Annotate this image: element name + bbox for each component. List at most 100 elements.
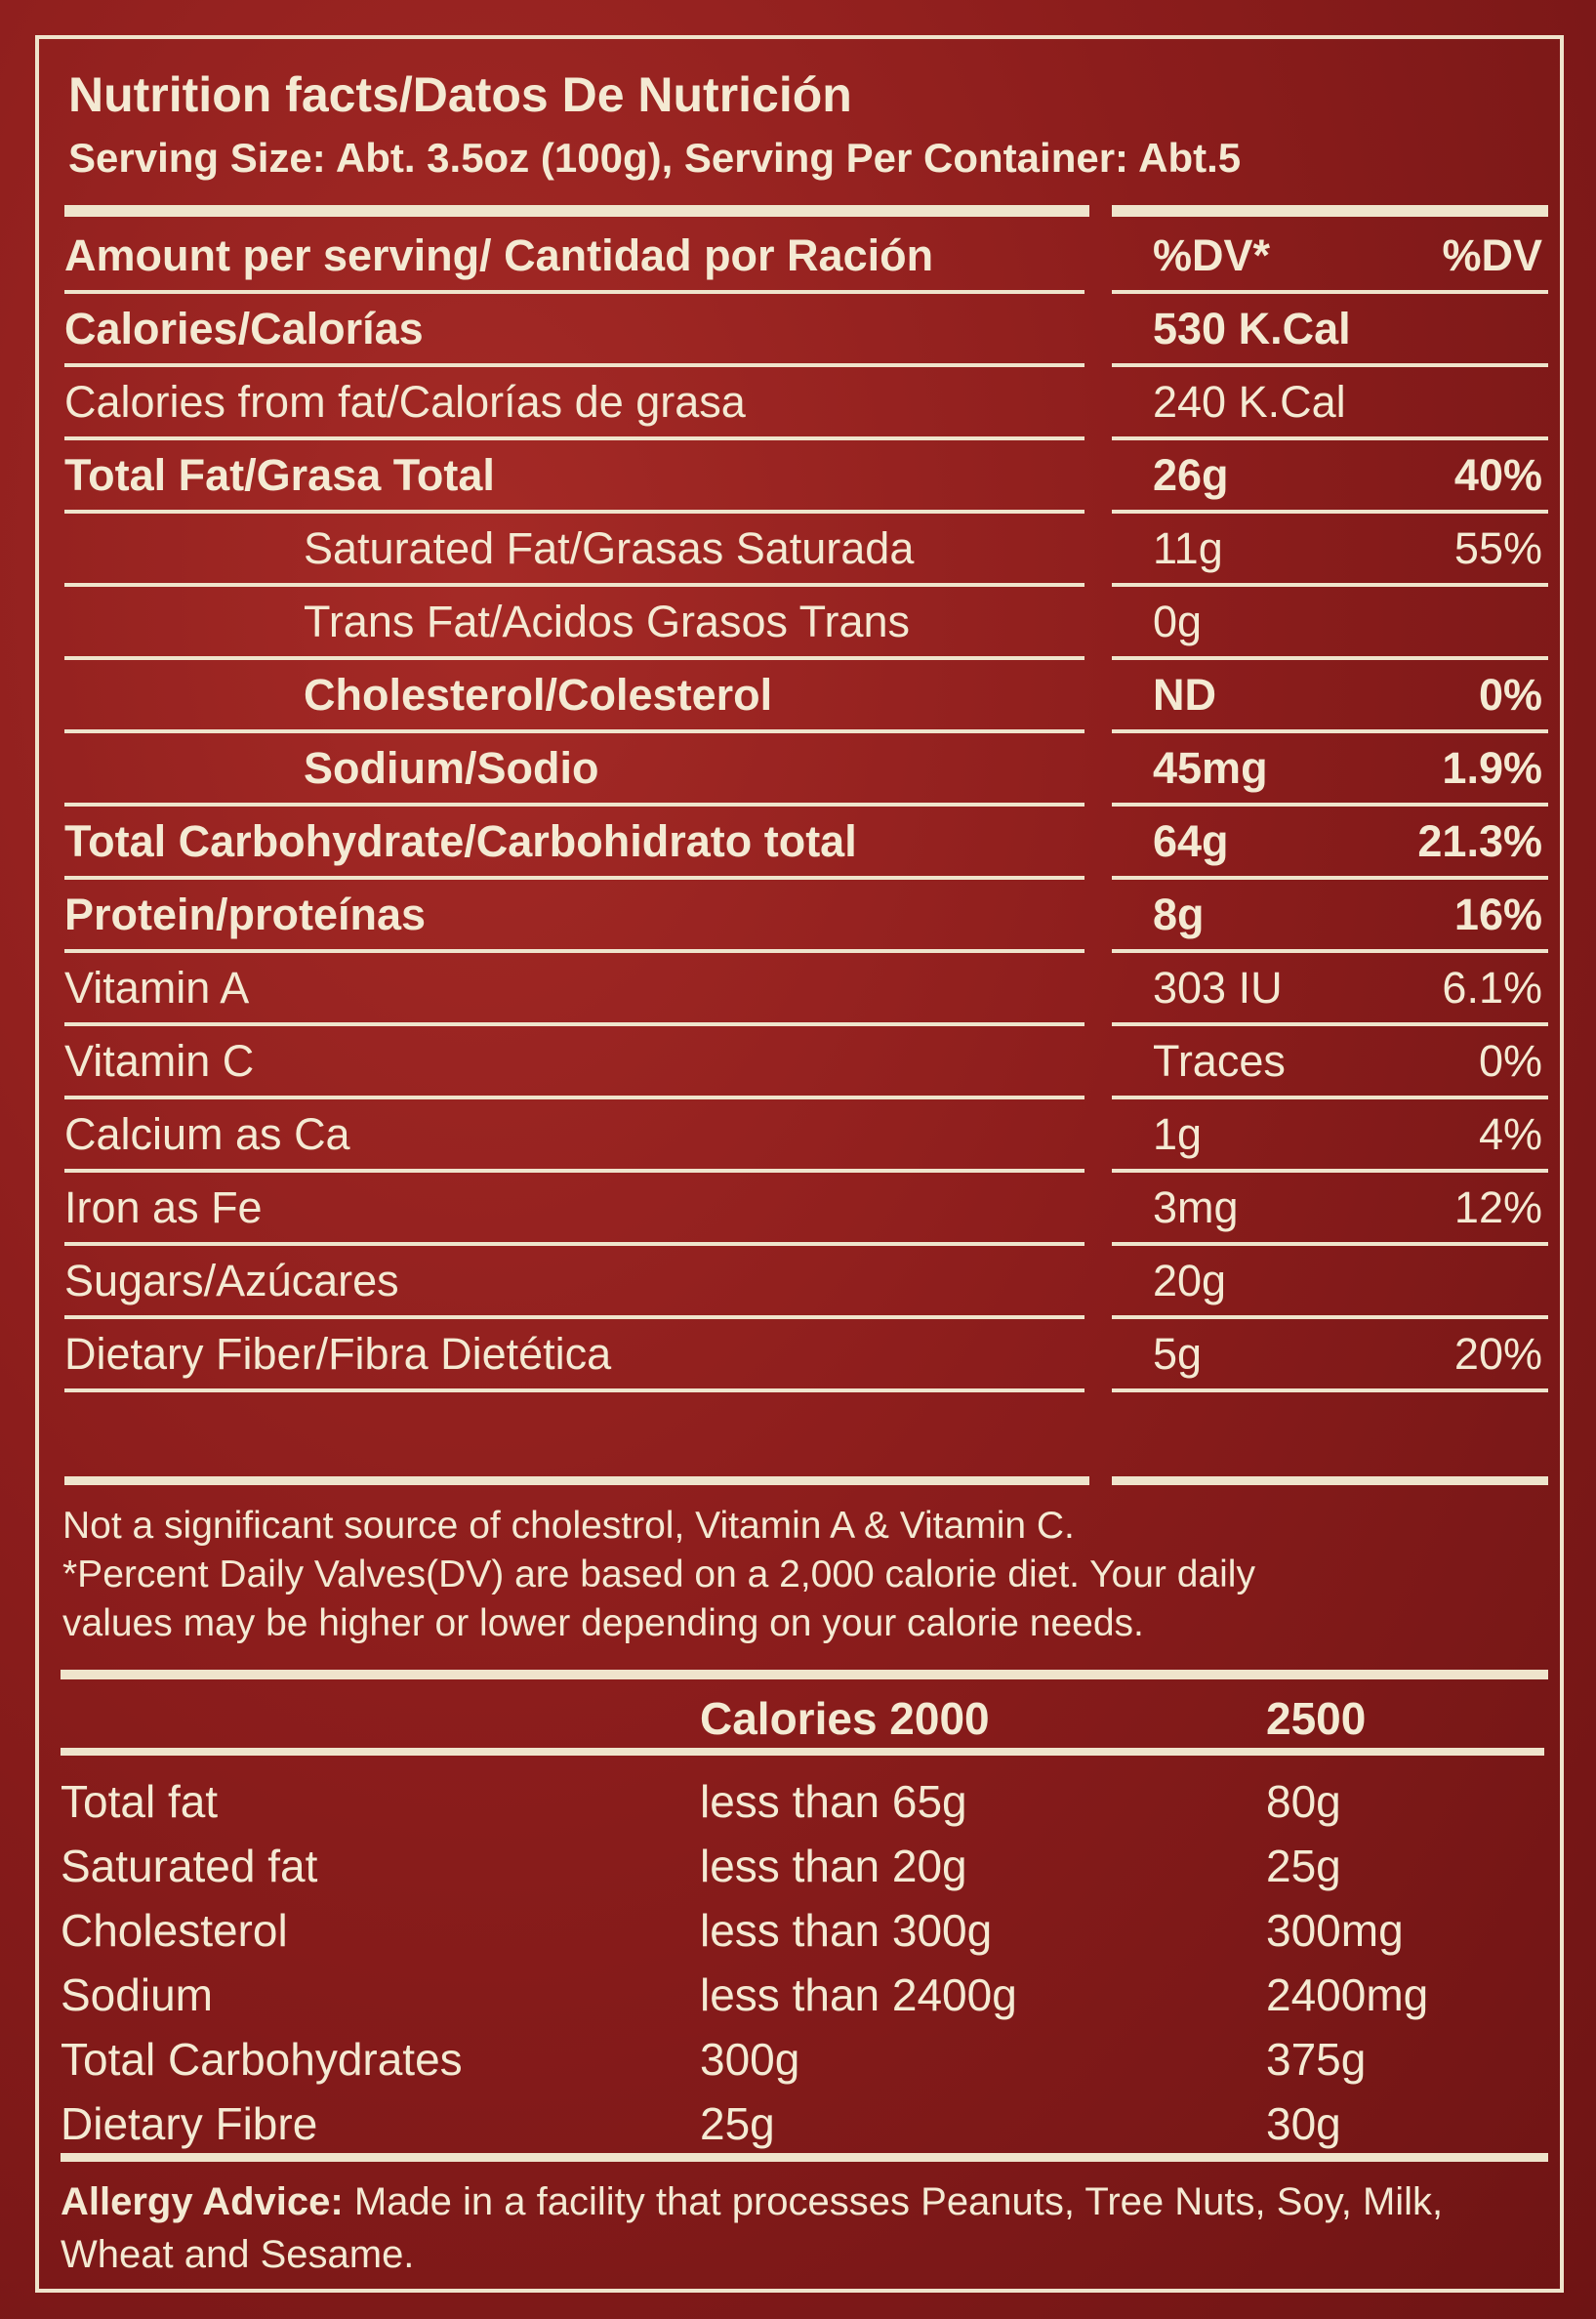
nutrient-values: 530 K.Cal	[1112, 294, 1548, 367]
divider	[61, 1670, 1548, 1679]
nutrient-row: Saturated Fat/Grasas Saturada 11g 55%	[64, 514, 1548, 587]
nutrient-row: Cholesterol/Colesterol ND 0%	[64, 660, 1548, 733]
daily-cell: 300g	[700, 2034, 800, 2085]
nutrient-name: Cholesterol/Colesterol	[64, 660, 1084, 733]
nutrient-amount: 20g	[1153, 1255, 1227, 1305]
daily-header: Calories 2000 2500	[61, 1689, 1544, 1756]
nutrient-amount: 530 K.Cal	[1153, 303, 1351, 353]
daily-cell: 2400mg	[1266, 1969, 1429, 2020]
nutrient-values: 3mg 12%	[1112, 1173, 1548, 1246]
daily-cell: 80g	[1266, 1776, 1341, 1827]
nutrient-amount: 0g	[1153, 596, 1203, 646]
nutrient-amount: 45mg	[1153, 742, 1268, 793]
nutrient-name: Total Carbohydrate/Carbohidrato total	[64, 807, 1084, 880]
footnote-line: values may be higher or lower depending …	[62, 1602, 1144, 1644]
daily-cell: Dietary Fibre	[61, 2098, 318, 2149]
nutrient-dv: 16%	[1453, 889, 1542, 939]
table-header: Amount per serving/ Cantidad por Ración%…	[64, 221, 1548, 294]
daily-cell: 25g	[700, 2098, 775, 2149]
label-border	[35, 35, 1564, 2293]
header-cell: %DV*	[1153, 229, 1271, 280]
nutrient-name: Sodium/Sodio	[64, 733, 1084, 807]
nutrient-amount: 1g	[1153, 1108, 1203, 1159]
daily-cell: less than 20g	[700, 1841, 967, 1891]
nutrient-values: 11g 55%	[1112, 514, 1548, 587]
daily-cell: Total Carbohydrates	[61, 2034, 463, 2085]
nutrient-dv: 0%	[1478, 669, 1542, 720]
nutrient-name: Protein/proteínas	[64, 880, 1084, 953]
daily-cell: Saturated fat	[61, 1841, 318, 1891]
divider	[1112, 205, 1548, 217]
daily-cell: 375g	[1266, 2034, 1367, 2085]
divider	[1112, 1476, 1548, 1485]
daily-cell: less than 300g	[700, 1905, 993, 1956]
nutrient-row: Vitamin A 303 IU 6.1%	[64, 953, 1548, 1026]
nutrient-amount: 3mg	[1153, 1181, 1239, 1232]
daily-row: Sodium less than 2400g 2400mg	[61, 1963, 1544, 2027]
nutrient-amount: ND	[1153, 669, 1216, 720]
nutrient-name: Calcium as Ca	[64, 1099, 1084, 1173]
daily-row: Cholesterol less than 300g 300mg	[61, 1898, 1544, 1963]
nutrient-values: 5g 20%	[1112, 1319, 1548, 1392]
label-title: Nutrition facts/Datos De Nutrición	[68, 67, 852, 122]
daily-cell: 25g	[1266, 1841, 1341, 1891]
daily-values-table: Calories 2000 2500 Total fat less than 65g 8…	[61, 1689, 1544, 2156]
nutrient-row: Calcium as Ca 1g 4%	[64, 1099, 1548, 1173]
header-cell: %DV* %DV	[1112, 221, 1548, 294]
divider	[64, 205, 1089, 217]
daily-row: Dietary Fibre 25g 30g	[61, 2091, 1544, 2156]
nutrient-name: Iron as Fe	[64, 1173, 1084, 1246]
allergy-label: Allergy Advice:	[61, 2180, 344, 2223]
nutrient-values: 8g 16%	[1112, 880, 1548, 953]
daily-cell: less than 2400g	[700, 1969, 1017, 2020]
nutrient-name: Vitamin A	[64, 953, 1084, 1026]
divider	[61, 2153, 1548, 2162]
daily-header-cell: 2500	[1266, 1693, 1367, 1744]
nutrient-dv: 55%	[1453, 522, 1542, 573]
nutrient-amount: 5g	[1153, 1328, 1203, 1379]
daily-cell: Sodium	[61, 1969, 213, 2020]
nutrient-values: 20g	[1112, 1246, 1548, 1319]
nutrient-dv: 20%	[1453, 1328, 1542, 1379]
nutrient-row: Sodium/Sodio 45mg 1.9%	[64, 733, 1548, 807]
nutrition-table: Amount per serving/ Cantidad por Ración%…	[64, 221, 1548, 1392]
nutrient-name: Saturated Fat/Grasas Saturada	[64, 514, 1084, 587]
nutrient-name: Vitamin C	[64, 1026, 1084, 1099]
daily-row: Total Carbohydrates 300g 375g	[61, 2027, 1544, 2091]
nutrient-row: Trans Fat/Acidos Grasos Trans 0g	[64, 587, 1548, 660]
nutrient-name: Calories from fat/Calorías de grasa	[64, 367, 1084, 440]
nutrient-values: Traces 0%	[1112, 1026, 1548, 1099]
header-cell: %DV	[1442, 229, 1542, 280]
nutrient-values: 240 K.Cal	[1112, 367, 1548, 440]
serving-info: Serving Size: Abt. 3.5oz (100g), Serving…	[68, 135, 1242, 181]
nutrient-row: Total Carbohydrate/Carbohidrato total 64g…	[64, 807, 1548, 880]
nutrient-values: ND 0%	[1112, 660, 1548, 733]
daily-cell: 300mg	[1266, 1905, 1404, 1956]
daily-cell: Total fat	[61, 1776, 219, 1827]
divider	[64, 1476, 1089, 1485]
nutrient-row: Protein/proteínas 8g 16%	[64, 880, 1548, 953]
nutrient-row: Calories/Calorías 530 K.Cal	[64, 294, 1548, 367]
allergy-text: Made in a facility that processes Peanut…	[61, 2180, 1444, 2276]
nutrient-dv: 6.1%	[1442, 962, 1542, 1013]
nutrient-dv: 21.3%	[1417, 815, 1542, 866]
daily-cell: 30g	[1266, 2098, 1341, 2149]
nutrient-values: 303 IU 6.1%	[1112, 953, 1548, 1026]
nutrient-name: Sugars/Azúcares	[64, 1246, 1084, 1319]
nutrient-values: 0g	[1112, 587, 1548, 660]
nutrient-amount: Traces	[1153, 1035, 1286, 1086]
daily-row: Total fat less than 65g 80g	[61, 1769, 1544, 1834]
nutrient-row: Calories from fat/Calorías de grasa 240 K…	[64, 367, 1548, 440]
nutrient-values: 64g 21.3%	[1112, 807, 1548, 880]
daily-header-cell: Calories 2000	[700, 1693, 990, 1744]
nutrient-amount: 240 K.Cal	[1153, 376, 1346, 427]
nutrient-dv: 40%	[1453, 449, 1542, 500]
daily-cell: less than 65g	[700, 1776, 967, 1827]
daily-cell: Cholesterol	[61, 1905, 288, 1956]
nutrient-amount: 64g	[1153, 815, 1229, 866]
nutrient-name: Calories/Calorías	[64, 294, 1084, 367]
nutrient-amount: 26g	[1153, 449, 1229, 500]
nutrient-values: 45mg 1.9%	[1112, 733, 1548, 807]
allergy-advice: Allergy Advice: Made in a facility that …	[61, 2175, 1525, 2281]
